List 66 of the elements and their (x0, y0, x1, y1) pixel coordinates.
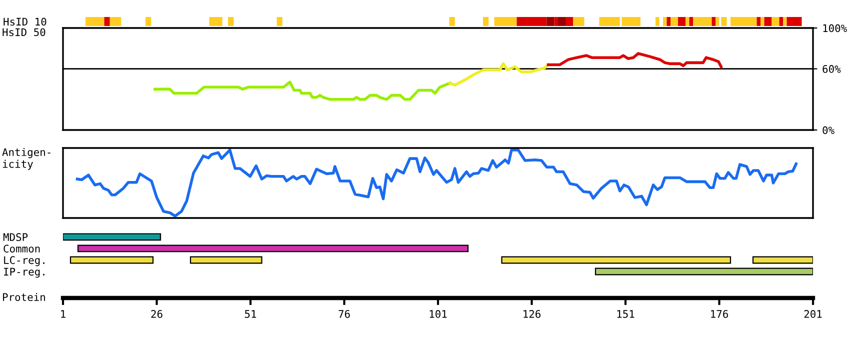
bar (276, 17, 282, 26)
line-series (546, 52, 723, 68)
bar (209, 17, 222, 26)
bar (554, 17, 558, 26)
bar (712, 17, 716, 26)
line-series (153, 80, 452, 101)
bar (63, 233, 162, 241)
bar (594, 268, 813, 276)
y-axis-title: HsID 50 (2, 28, 46, 36)
bar (501, 256, 732, 264)
bar (678, 17, 686, 26)
bar (689, 17, 693, 26)
bar (721, 17, 727, 26)
bar (716, 17, 720, 26)
bar (573, 17, 584, 26)
x-axis-title: Protein (3, 292, 45, 302)
x-tick-label: 76 (338, 310, 350, 318)
bar (546, 17, 554, 26)
x-tick-label: 101 (430, 310, 447, 318)
bar (663, 17, 667, 26)
bar (752, 256, 813, 264)
bar (779, 17, 783, 26)
x-tick-label: 201 (804, 310, 822, 318)
bar (656, 17, 660, 26)
line-series (448, 62, 550, 87)
y-tick-label: LC-reg. (4, 256, 44, 266)
bar (670, 17, 678, 26)
bar (483, 17, 489, 26)
y-tick-label: MDSP (3, 233, 28, 242)
bar (599, 17, 620, 26)
bar (558, 17, 566, 26)
bar (730, 17, 757, 26)
bar (693, 17, 712, 26)
bar (764, 17, 772, 26)
y-tick-label: HsID 10 (4, 18, 46, 26)
y-tick-label: 100% (823, 24, 847, 32)
y-axis-title: Antigen- icity (2, 148, 50, 170)
bar (772, 17, 780, 26)
bar (77, 244, 469, 252)
bar (449, 17, 455, 26)
y-tick-label: 0% (822, 126, 834, 134)
x-tick-label: 1 (61, 310, 66, 318)
x-tick-label: 26 (151, 310, 162, 318)
bar (622, 17, 640, 26)
bar (783, 17, 787, 26)
x-tick-label: 51 (244, 310, 256, 318)
y-tick-label: IP-reg. (4, 268, 44, 278)
bar (104, 17, 110, 26)
bar (756, 17, 760, 26)
bar (516, 17, 547, 26)
bar (786, 17, 802, 26)
bar (228, 17, 234, 26)
x-tick-label: 176 (711, 310, 728, 318)
bar (190, 256, 262, 264)
bar (760, 17, 764, 26)
x-tick-label: 126 (524, 310, 540, 318)
bar (686, 17, 690, 26)
x-tick-label: 151 (617, 310, 634, 318)
bar (494, 17, 517, 26)
y-tick-label: 60% (822, 65, 841, 73)
y-tick-label: Common (4, 244, 40, 253)
bar (666, 17, 670, 26)
bar (86, 17, 104, 26)
bar (110, 17, 122, 26)
bar (146, 17, 152, 26)
bar (566, 17, 573, 26)
